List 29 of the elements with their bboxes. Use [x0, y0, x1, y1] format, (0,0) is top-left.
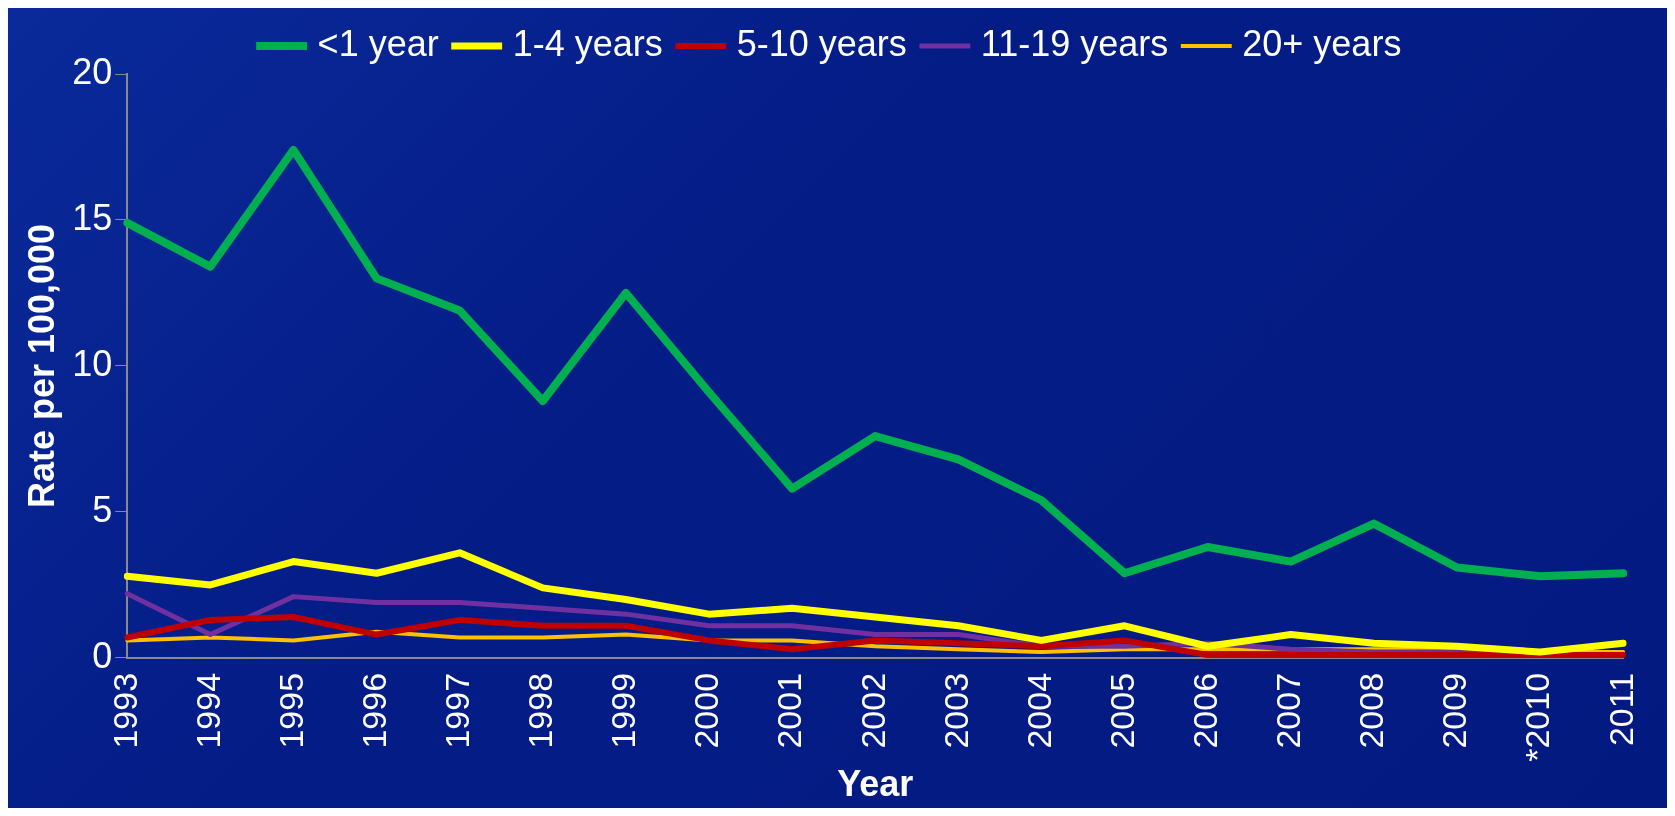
x-tick-label: 1999: [604, 672, 643, 749]
legend-label: <1 year: [317, 22, 439, 64]
y-tick-label: 10: [72, 342, 113, 384]
legend-label: 11-19 years: [980, 22, 1169, 64]
legend-label: 5-10 years: [736, 22, 907, 64]
x-tick-label: 1994: [188, 672, 227, 749]
x-tick-label: 1997: [438, 672, 477, 749]
y-axis-title: Rate per 100,000: [20, 223, 62, 509]
y-tick-label: 20: [72, 50, 113, 92]
x-tick-label: 2008: [1352, 672, 1391, 749]
x-tick-label: 1995: [271, 672, 310, 749]
x-tick-label: 2002: [853, 672, 892, 749]
x-axis-title: Year: [837, 763, 914, 805]
legend-label: 20+ years: [1242, 22, 1402, 64]
x-tick-label: 2006: [1186, 672, 1225, 749]
x-tick-label: 2004: [1019, 672, 1058, 749]
x-tick-label: 2001: [770, 672, 809, 749]
x-tick-label: *2010: [1518, 672, 1557, 762]
x-tick-label: 1996: [354, 672, 393, 749]
x-tick-label: 2003: [936, 672, 975, 749]
legend-label: 1-4 years: [512, 22, 663, 64]
x-tick-label: 2005: [1102, 672, 1141, 749]
x-tick-label: 2007: [1269, 672, 1308, 749]
x-tick-label: 2000: [687, 672, 726, 749]
x-tick-label: 2011: [1601, 672, 1640, 747]
y-tick-label: 5: [92, 488, 113, 530]
x-tick-label: 1998: [521, 672, 560, 749]
x-tick-label: 2009: [1435, 672, 1474, 749]
y-tick-label: 15: [72, 196, 113, 238]
